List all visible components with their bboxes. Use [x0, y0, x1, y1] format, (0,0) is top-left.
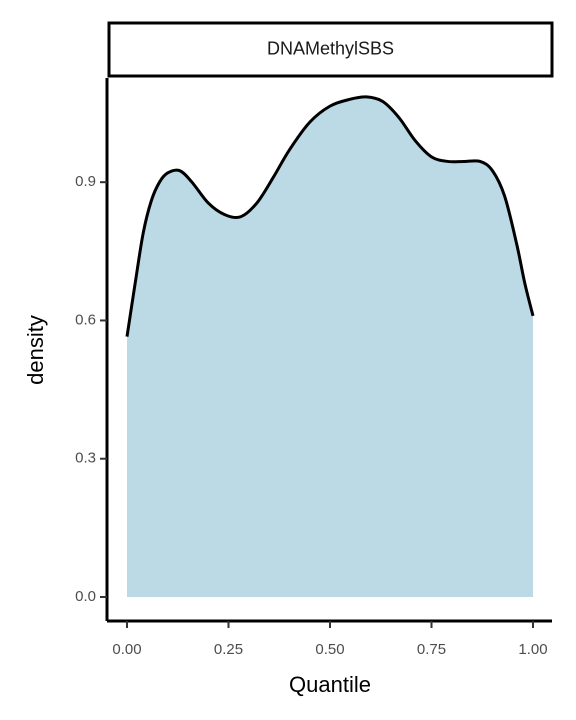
- plot-panel: DNAMethylSBS: [107, 21, 554, 78]
- x-axis-title: Quantile: [289, 672, 371, 697]
- data-layer: [125, 95, 535, 598]
- ticks: 0.0 0.3 0.6 0.9 0.00 0.25 0.50 0.75 1.00: [75, 173, 547, 658]
- x-tick-label: 0.25: [214, 641, 243, 658]
- y-tick-label: 0.0: [75, 588, 96, 605]
- x-tick-label: 0.50: [315, 641, 344, 658]
- y-tick-label: 0.6: [75, 311, 96, 328]
- y-axis-title: density: [23, 315, 48, 385]
- x-tick-label: 0.00: [112, 641, 141, 658]
- y-tick-label: 0.3: [75, 450, 96, 467]
- y-tick-label: 0.9: [75, 173, 96, 190]
- density-line: [125, 95, 535, 337]
- x-tick-label: 0.75: [417, 641, 446, 658]
- density-area: [127, 96, 533, 598]
- x-tick-label: 1.00: [518, 641, 547, 658]
- facet-strip-label: DNAMethylSBS: [267, 38, 394, 58]
- facet-strip: [107, 21, 554, 78]
